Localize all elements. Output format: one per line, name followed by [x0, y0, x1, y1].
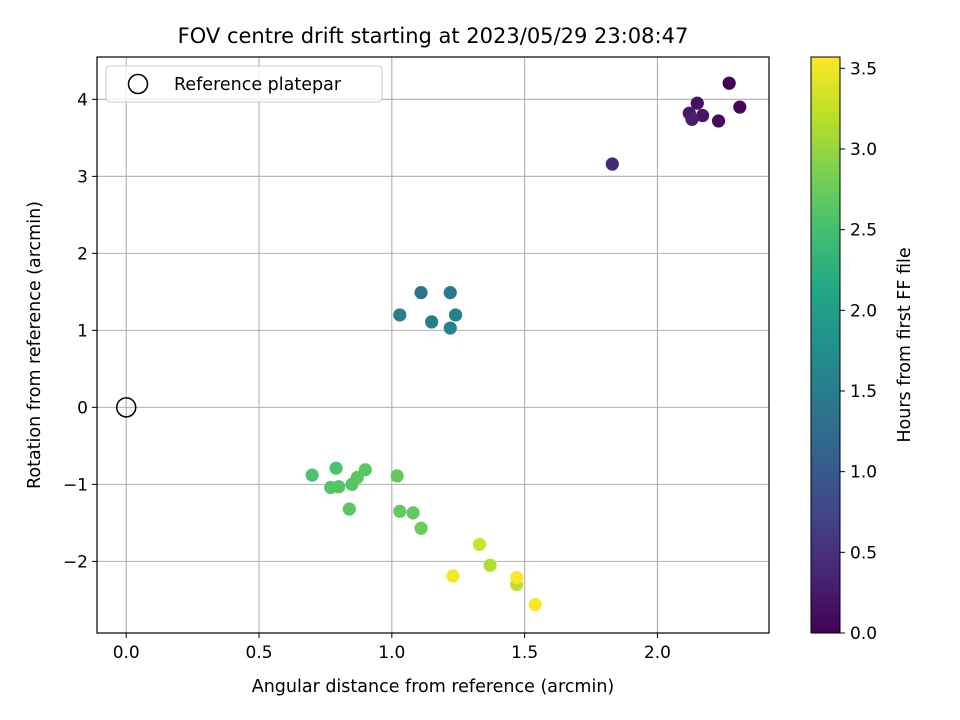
- data-point: [329, 461, 343, 475]
- data-point: [406, 506, 420, 520]
- colorbar-tick-label: 2.0: [850, 301, 877, 321]
- data-point: [332, 480, 346, 494]
- legend-box: [105, 65, 383, 103]
- x-tick-label: 0.5: [246, 643, 273, 663]
- data-point: [342, 502, 356, 516]
- data-point: [414, 521, 428, 535]
- legend-open-circle-icon: [127, 73, 149, 95]
- colorbar-tick-label: 0.0: [850, 624, 877, 644]
- data-point: [393, 308, 407, 322]
- colorbar-tick-label: 0.5: [850, 543, 877, 563]
- plot-frame: [96, 56, 770, 634]
- data-point: [443, 321, 457, 335]
- data-point: [528, 597, 542, 612]
- x-tick-label: 1.5: [511, 643, 538, 663]
- data-point: [393, 504, 407, 518]
- y-tick-label: −2: [63, 552, 88, 572]
- y-tick-label: 1: [77, 321, 88, 341]
- colorbar-tick-label: 3.0: [850, 140, 877, 160]
- y-axis-label: Rotation from reference (arcmin): [25, 201, 45, 489]
- legend: Reference platepar: [105, 65, 383, 103]
- colorbar-tick-label: 3.5: [850, 59, 877, 79]
- reference-marker-group: [115, 397, 137, 418]
- data-point: [390, 469, 404, 483]
- reference-marker: [115, 397, 137, 418]
- data-point: [443, 286, 457, 300]
- x-tick-label: 0.0: [113, 643, 140, 663]
- colorbar-gradient: [810, 56, 841, 634]
- colorbar-tick-label: 1.0: [850, 463, 877, 483]
- y-axis-ticks: −2 −1 0 1 2 3 4: [63, 90, 97, 572]
- y-tick-label: 4: [77, 90, 88, 110]
- chart-title: FOV centre drift starting at 2023/05/29 …: [178, 24, 689, 48]
- data-point: [605, 157, 619, 171]
- x-axis-label: Angular distance from reference (arcmin): [252, 677, 615, 697]
- data-point: [446, 569, 460, 583]
- x-tick-label: 1.0: [378, 643, 405, 663]
- colorbar-ticks: 0.0 0.5 1.0 1.5 2.0 2.5 3.0 3.5: [840, 59, 877, 644]
- data-point: [510, 570, 524, 585]
- data-point: [690, 96, 704, 110]
- grid-lines: [97, 57, 769, 633]
- y-tick-label: 0: [77, 398, 88, 418]
- y-tick-label: 2: [77, 244, 88, 264]
- data-point: [722, 76, 736, 90]
- data-point: [425, 315, 439, 329]
- data-point: [472, 537, 487, 552]
- legend-label: Reference platepar: [174, 75, 342, 95]
- data-point: [414, 286, 428, 300]
- data-point: [448, 308, 463, 322]
- colorbar-tick-label: 2.5: [850, 221, 877, 241]
- x-tick-label: 2.0: [644, 643, 671, 663]
- data-point: [711, 114, 726, 128]
- data-point: [695, 108, 710, 123]
- y-tick-label: 3: [77, 167, 88, 187]
- data-points: [305, 76, 747, 612]
- y-tick-label: −1: [63, 475, 88, 495]
- data-point: [358, 463, 372, 477]
- data-point: [733, 100, 747, 114]
- x-axis-ticks: 0.0 0.5 1.0 1.5 2.0: [113, 633, 671, 663]
- colorbar-tick-label: 1.5: [850, 382, 877, 402]
- data-point: [685, 112, 699, 126]
- data-point: [483, 558, 497, 572]
- colorbar: 0.0 0.5 1.0 1.5 2.0 2.5 3.0 3.5 Hours from firs…: [810, 56, 915, 644]
- data-point: [305, 468, 319, 482]
- colorbar-label: Hours from first FF file: [895, 247, 915, 442]
